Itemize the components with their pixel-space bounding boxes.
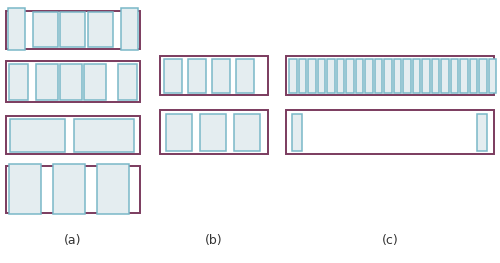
Bar [121, 8, 138, 50]
Bar [96, 164, 129, 214]
Bar [403, 59, 410, 93]
Bar [327, 59, 334, 93]
Bar [32, 12, 58, 47]
Bar [166, 114, 192, 151]
Bar [470, 59, 477, 93]
Bar [479, 59, 486, 93]
Bar [118, 64, 137, 100]
Bar [8, 64, 28, 100]
Bar [6, 116, 140, 154]
Bar [384, 59, 392, 93]
Bar [160, 56, 268, 95]
Bar [356, 59, 363, 93]
Bar [234, 114, 260, 151]
Text: (a): (a) [64, 234, 82, 247]
Bar [308, 59, 316, 93]
Bar [60, 12, 85, 47]
Bar [336, 59, 344, 93]
Bar [365, 59, 372, 93]
Bar [432, 59, 439, 93]
Bar [36, 64, 58, 100]
Bar [6, 166, 140, 213]
Bar [8, 8, 24, 50]
Bar [236, 59, 254, 93]
Text: (b): (b) [205, 234, 223, 247]
Bar [477, 114, 487, 151]
Bar [346, 59, 354, 93]
Bar [52, 164, 85, 214]
Bar [60, 64, 82, 100]
Bar [200, 114, 226, 151]
Bar [412, 59, 420, 93]
Bar [374, 59, 382, 93]
Bar [74, 119, 134, 152]
Bar [286, 56, 494, 95]
Text: (c): (c) [382, 234, 398, 247]
Bar [298, 59, 306, 93]
Bar [164, 59, 182, 93]
Bar [88, 12, 112, 47]
Bar [286, 110, 494, 154]
Bar [289, 59, 296, 93]
Bar [488, 59, 496, 93]
Bar [394, 59, 401, 93]
Bar [292, 114, 302, 151]
Bar [6, 11, 140, 49]
Bar [84, 64, 106, 100]
Bar [160, 110, 268, 154]
Bar [422, 59, 430, 93]
Bar [212, 59, 230, 93]
Bar [8, 164, 41, 214]
Bar [450, 59, 458, 93]
Bar [6, 61, 140, 102]
Bar [460, 59, 468, 93]
Bar [188, 59, 206, 93]
Bar [10, 119, 65, 152]
Bar [318, 59, 325, 93]
Bar [441, 59, 448, 93]
